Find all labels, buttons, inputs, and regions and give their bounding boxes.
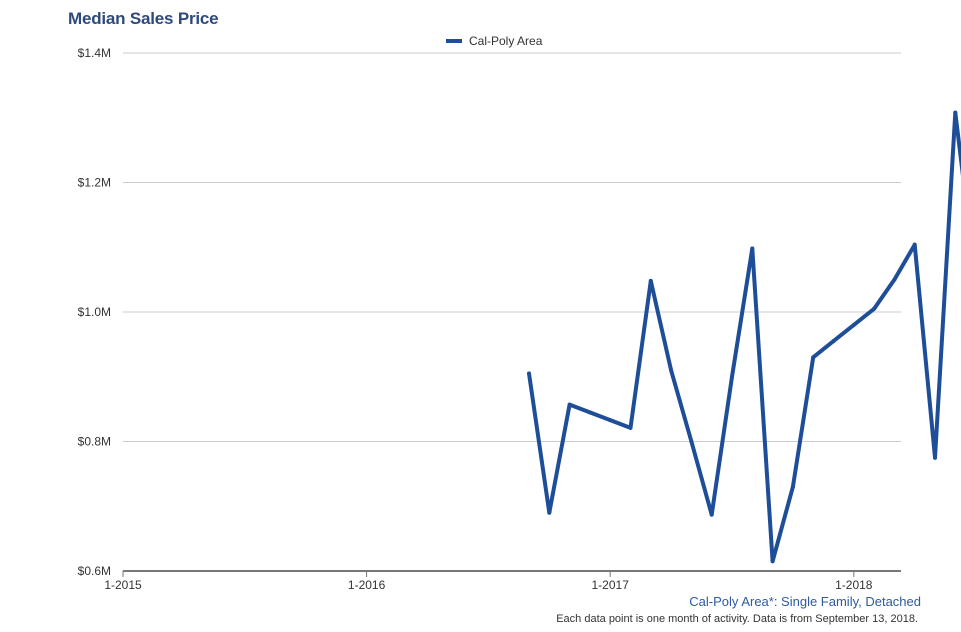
- data-point[interactable]: [527, 371, 531, 376]
- data-point[interactable]: [872, 306, 877, 311]
- data-point[interactable]: [587, 410, 592, 415]
- x-axis: 1-2015 1-2016 1-2017 1-2018: [104, 570, 901, 592]
- data-point[interactable]: [547, 510, 552, 515]
- data-point[interactable]: [648, 278, 653, 283]
- chart-title: Median Sales Price: [68, 9, 219, 28]
- data-point[interactable]: [669, 368, 674, 373]
- legend[interactable]: Cal-Poly Area: [446, 34, 543, 48]
- x-tick-label: 1-2017: [592, 578, 630, 592]
- y-tick-label: $1.4M: [78, 46, 111, 60]
- data-point[interactable]: [730, 374, 734, 379]
- data-point[interactable]: [933, 455, 937, 460]
- y-tick-label: $0.6M: [78, 564, 111, 578]
- data-point[interactable]: [770, 559, 775, 564]
- data-point[interactable]: [831, 339, 836, 344]
- data-point[interactable]: [892, 277, 897, 282]
- grid-lines: [123, 52, 901, 442]
- data-point[interactable]: [851, 322, 856, 327]
- data-point[interactable]: [912, 242, 917, 247]
- y-axis: $0.6M $0.8M $1.0M $1.2M $1.4M: [78, 46, 111, 578]
- series-layer: [527, 110, 961, 564]
- series-line-cal-poly-area: [527, 110, 961, 564]
- x-tick-label: 1-2018: [835, 578, 873, 592]
- data-point[interactable]: [790, 484, 795, 489]
- data-point[interactable]: [567, 402, 572, 407]
- data-point[interactable]: [628, 425, 633, 430]
- data-point[interactable]: [750, 246, 755, 251]
- y-tick-label: $1.2M: [78, 176, 111, 190]
- footer-note: Each data point is one month of activity…: [556, 613, 918, 625]
- y-tick-label: $0.8M: [78, 435, 111, 449]
- data-point[interactable]: [689, 439, 694, 444]
- data-point[interactable]: [811, 355, 816, 360]
- data-point[interactable]: [953, 110, 958, 115]
- data-point[interactable]: [608, 418, 613, 423]
- x-tick-label: 1-2015: [104, 578, 142, 592]
- x-tick-label: 1-2016: [348, 578, 386, 592]
- legend-label-cal-poly-area: Cal-Poly Area: [469, 34, 543, 48]
- y-tick-label: $1.0M: [78, 305, 111, 319]
- data-point[interactable]: [709, 512, 714, 517]
- footer-subtitle: Cal-Poly Area*: Single Family, Detached: [689, 594, 921, 609]
